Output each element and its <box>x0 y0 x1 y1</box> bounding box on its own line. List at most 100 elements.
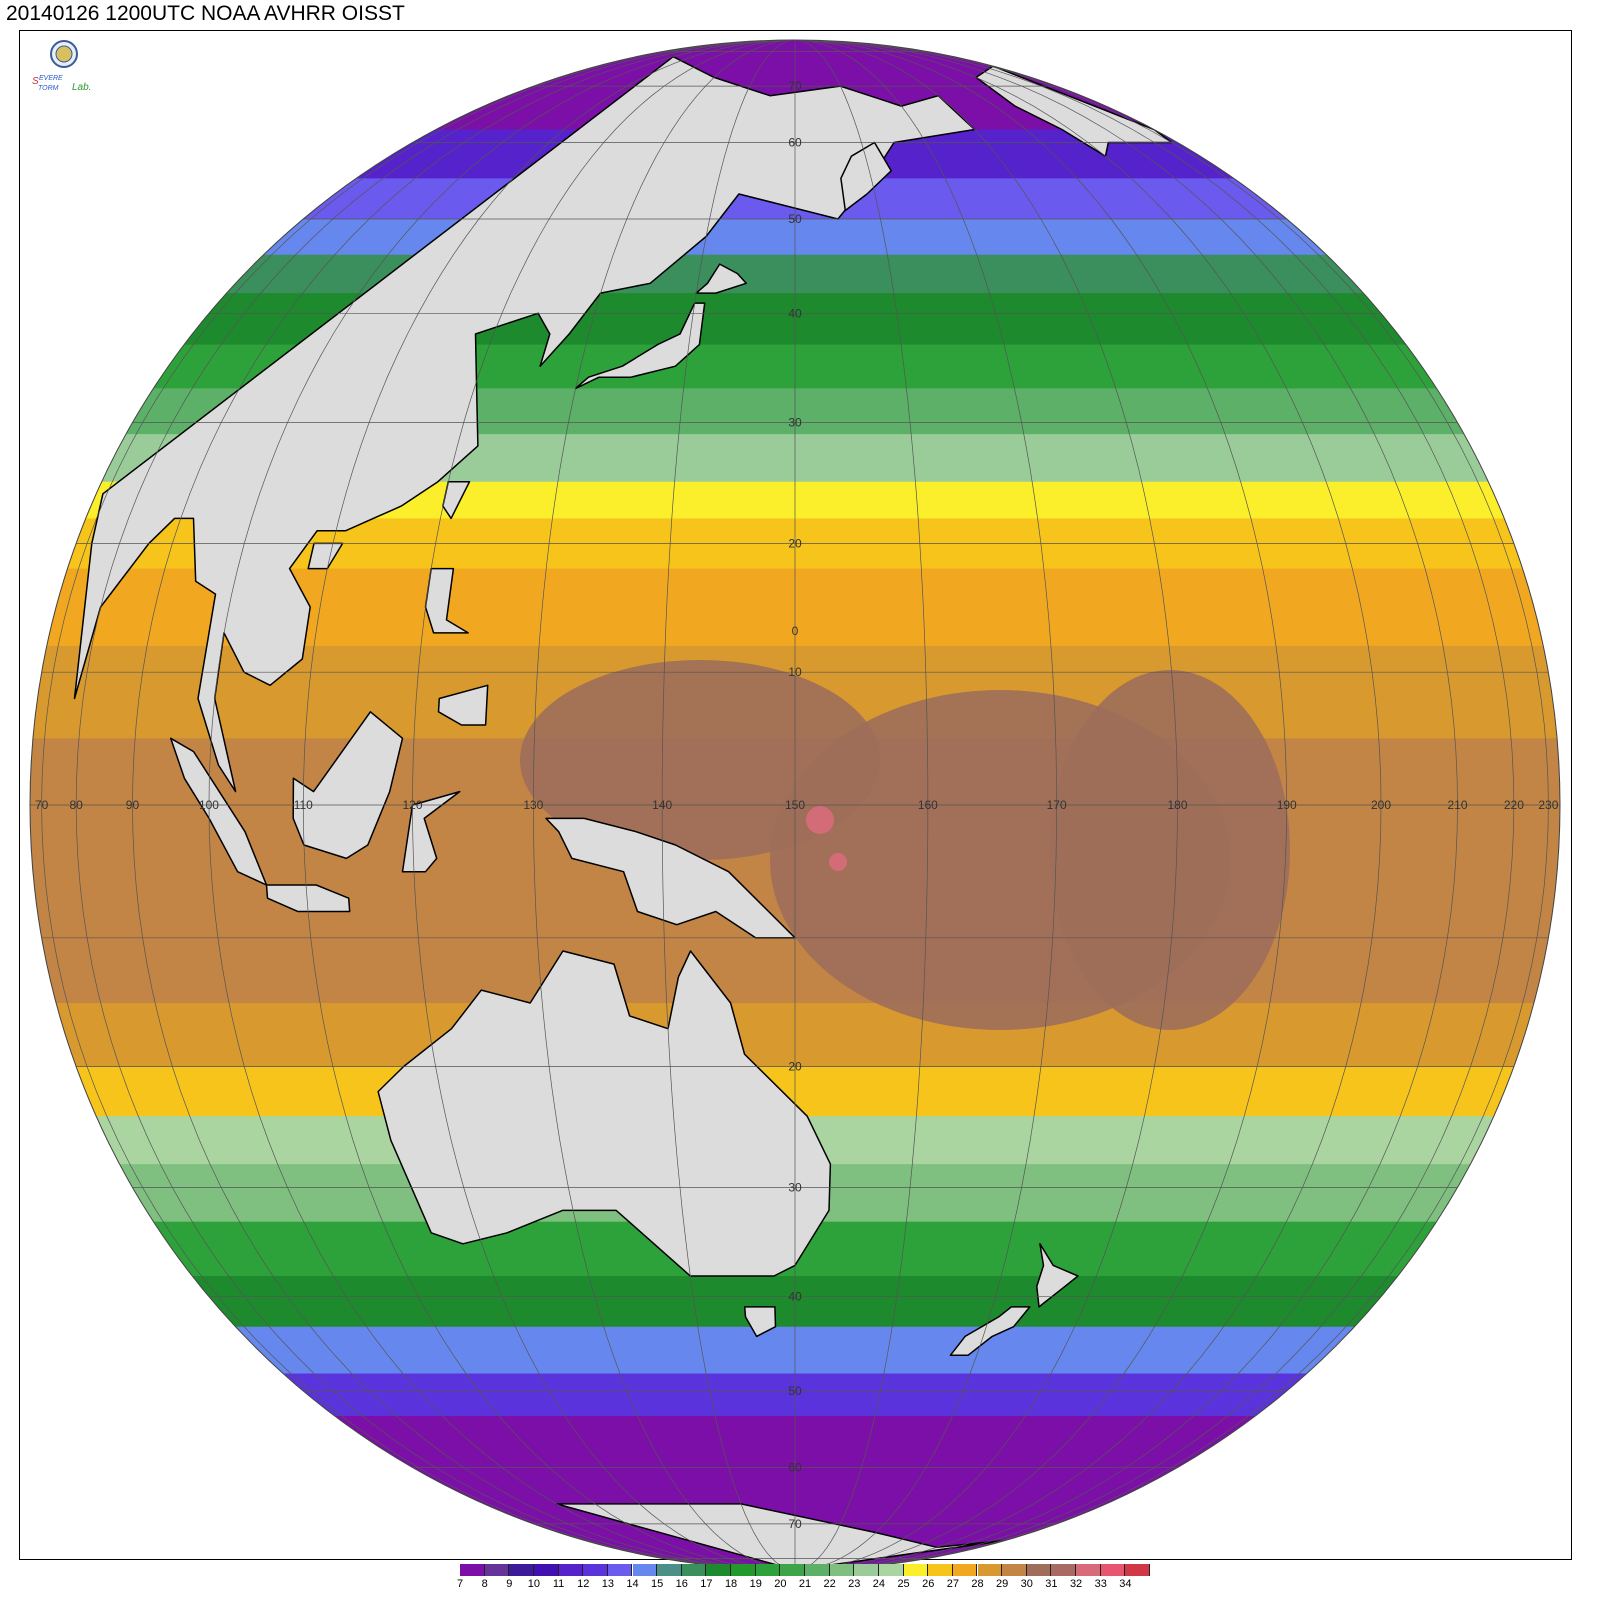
chart-title: 20140126 1200UTC NOAA AVHRR OISST <box>6 2 405 25</box>
colorbar-label: 17 <box>700 1578 713 1590</box>
colorbar-swatch <box>558 1564 584 1576</box>
colorbar-label: 12 <box>577 1578 590 1590</box>
lat-label-n20: 20 <box>788 536 802 550</box>
colorbar-label: 14 <box>626 1578 639 1590</box>
colorbar-label: 26 <box>922 1578 935 1590</box>
colorbar-swatch <box>1051 1564 1077 1576</box>
colorbar-swatch <box>780 1564 805 1576</box>
land-australia <box>377 950 832 1277</box>
sst-band-6 <box>30 344 1560 390</box>
land-tasmania <box>743 1306 777 1338</box>
lon-label-190: 190 <box>1277 798 1297 812</box>
land-sumatra <box>169 737 268 886</box>
colorbar-label: 30 <box>1020 1578 1033 1590</box>
lon-label-130: 130 <box>523 798 543 812</box>
colorbar-label: 25 <box>897 1578 910 1590</box>
colorbar-swatch <box>1100 1564 1126 1576</box>
colorbar-label: 16 <box>675 1578 688 1590</box>
colorbar-swatch <box>1026 1564 1052 1576</box>
colorbar-swatch <box>952 1564 978 1576</box>
colorbar-swatch <box>903 1564 929 1576</box>
colorbar-label: 10 <box>527 1578 541 1590</box>
lab-logo: S EVERE TORM Lab. <box>28 38 108 98</box>
lon-label-230: 230 <box>1538 798 1558 812</box>
svg-text:TORM: TORM <box>38 85 59 92</box>
colorbar-swatch <box>607 1564 633 1576</box>
lon-label-100: 100 <box>199 798 219 812</box>
warm-pool-2 <box>1050 670 1290 1030</box>
colorbar-label: 27 <box>946 1578 959 1590</box>
land-philippines-mindanao <box>437 684 489 726</box>
lon-label-160: 160 <box>918 798 938 812</box>
colorbar-swatch <box>509 1564 534 1576</box>
lat-label-n40: 40 <box>788 306 802 320</box>
lon-label-140: 140 <box>652 798 672 812</box>
land-japan-hokkaido <box>695 263 747 294</box>
svg-text:Lab.: Lab. <box>72 82 91 93</box>
colorbar-swatch <box>1125 1564 1150 1576</box>
lat-label-s60: 60 <box>788 1461 802 1475</box>
graticule-labels: 70 80 90 100 110 120 130 140 150 160 170 180 190 200 2… <box>35 79 1559 1531</box>
colorbar-swatch <box>632 1564 658 1576</box>
colorbar-label: 32 <box>1069 1578 1083 1590</box>
lon-label-200: 200 <box>1371 798 1391 812</box>
svg-text:S: S <box>32 76 39 87</box>
colorbar-swatch <box>805 1564 830 1576</box>
lon-label-90: 90 <box>126 798 140 812</box>
colorbar-label: 34 <box>1119 1578 1132 1590</box>
lat-label-n10: 10 <box>788 665 802 679</box>
lat-label-n60: 60 <box>788 135 802 149</box>
lat-label-n50: 50 <box>788 212 802 226</box>
land-japan-honshu <box>574 302 706 390</box>
colorbar-label: 9 <box>506 1578 513 1590</box>
lat-label-s50: 50 <box>788 1384 802 1398</box>
colorbar-label: 24 <box>872 1578 886 1590</box>
colorbar-swatch <box>1002 1564 1027 1576</box>
lat-label-0: 0 <box>792 624 799 638</box>
lon-label-80: 80 <box>69 798 83 812</box>
lat-label-s40: 40 <box>788 1290 802 1304</box>
colorbar-swatch <box>928 1564 953 1576</box>
lat-label-n30: 30 <box>788 416 802 430</box>
lon-label-170: 170 <box>1047 798 1067 812</box>
colorbar-swatch <box>681 1564 707 1576</box>
colorbar-swatch <box>977 1564 1003 1576</box>
colorbar-swatch <box>731 1564 756 1576</box>
lon-label-70: 70 <box>35 798 49 812</box>
colorbar-swatch <box>460 1564 485 1576</box>
colorbar-label: 31 <box>1045 1578 1058 1590</box>
lat-label-s30: 30 <box>788 1181 802 1195</box>
colorbar-label: 8 <box>481 1578 488 1590</box>
lon-label-150: 150 <box>785 798 805 812</box>
lon-label-180: 180 <box>1167 798 1187 812</box>
colorbar-swatch <box>533 1564 559 1576</box>
colorbar-swatch <box>755 1564 781 1576</box>
land-java <box>265 884 351 913</box>
colorbar-label: 29 <box>996 1578 1009 1590</box>
colorbar-swatch <box>878 1564 904 1576</box>
lon-label-110: 110 <box>294 798 313 812</box>
colorbar-label: 11 <box>552 1578 565 1590</box>
colorbar-label: 23 <box>848 1578 861 1590</box>
lon-label-220: 220 <box>1504 798 1524 812</box>
colorbar-label: 33 <box>1094 1578 1107 1590</box>
colorbar-swatch <box>706 1564 732 1576</box>
lat-label-s20: 20 <box>788 1060 802 1074</box>
graticule <box>30 40 1560 1570</box>
sst-band-15 <box>30 1002 1560 1068</box>
colorbar-label: 18 <box>724 1578 738 1590</box>
sst-band-21 <box>30 1326 1560 1375</box>
colorbar-swatch <box>484 1564 510 1576</box>
warm-pool-4 <box>829 853 847 871</box>
colorbar-swatch <box>583 1564 608 1576</box>
land-borneo <box>292 711 404 860</box>
colorbar-label: 19 <box>749 1578 762 1590</box>
colorbar-swatch <box>657 1564 682 1576</box>
colorbar-label: 13 <box>601 1578 614 1590</box>
colorbar-label: 15 <box>651 1578 664 1590</box>
colorbar-label: 28 <box>971 1578 984 1590</box>
land-masses <box>73 55 1173 1570</box>
colorbar-swatch <box>1076 1564 1101 1576</box>
colorbar-swatch <box>854 1564 879 1576</box>
